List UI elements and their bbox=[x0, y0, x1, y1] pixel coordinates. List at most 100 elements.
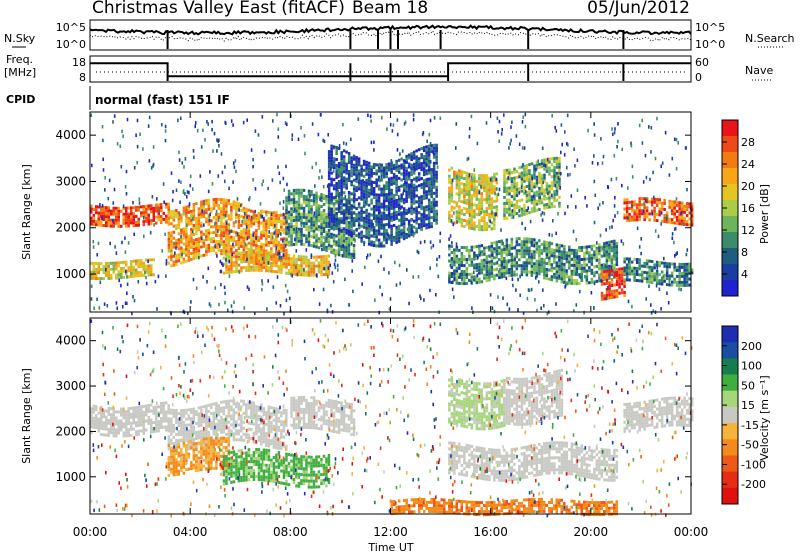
power-cell bbox=[435, 179, 438, 183]
power-cell bbox=[658, 201, 661, 205]
power-cell bbox=[240, 257, 243, 261]
power-cell bbox=[270, 241, 273, 245]
power-cell bbox=[177, 244, 181, 248]
power-cell bbox=[220, 228, 223, 232]
power-scatter-cell bbox=[286, 122, 288, 127]
power-cell bbox=[678, 210, 681, 214]
power-scatter-cell bbox=[652, 170, 654, 175]
power-cell bbox=[550, 184, 554, 188]
power-scatter-cell bbox=[429, 288, 431, 293]
power-cell bbox=[242, 233, 246, 237]
power-cell bbox=[528, 258, 531, 262]
power-cell bbox=[370, 192, 373, 196]
power-cell bbox=[370, 243, 373, 247]
power-scatter-cell bbox=[476, 256, 479, 260]
power-cell bbox=[470, 203, 474, 206]
power-cell bbox=[630, 218, 634, 222]
power-cell bbox=[590, 271, 594, 275]
power-cell bbox=[392, 199, 396, 203]
power-cell bbox=[455, 245, 459, 249]
power-scatter-cell bbox=[616, 145, 618, 149]
power-scatter-cell bbox=[436, 165, 439, 169]
power-cell bbox=[417, 175, 421, 179]
power-cell bbox=[533, 176, 536, 180]
power-cell bbox=[533, 268, 536, 272]
power-cell bbox=[490, 200, 494, 204]
power-cell bbox=[145, 270, 148, 274]
power-cell bbox=[130, 212, 133, 216]
power-cell bbox=[247, 259, 251, 263]
power-cell bbox=[543, 173, 546, 177]
power-cell bbox=[237, 220, 241, 223]
power-cell bbox=[380, 220, 383, 224]
power-cell bbox=[520, 210, 524, 214]
power-cell bbox=[305, 258, 308, 262]
power-cell bbox=[503, 190, 506, 193]
power-cell bbox=[648, 200, 651, 204]
power-cell bbox=[638, 264, 641, 268]
power-cell bbox=[345, 231, 348, 235]
power-cell bbox=[185, 235, 188, 239]
power-cell bbox=[360, 209, 363, 213]
power-scatter-cell bbox=[389, 297, 392, 301]
power-cell bbox=[643, 215, 646, 219]
power-cell bbox=[535, 181, 539, 185]
power-cell bbox=[277, 264, 281, 268]
power-cell bbox=[560, 256, 564, 260]
power-cell bbox=[385, 196, 388, 200]
power-cell bbox=[115, 264, 118, 268]
power-scatter-cell bbox=[533, 244, 535, 248]
power-cell bbox=[172, 260, 176, 264]
power-scatter-cell bbox=[136, 144, 139, 149]
power-cell bbox=[150, 210, 153, 214]
power-cell bbox=[420, 165, 423, 169]
power-cell bbox=[167, 240, 171, 244]
power-scatter-cell bbox=[417, 250, 420, 255]
power-cell bbox=[175, 224, 178, 227]
power-cell bbox=[420, 216, 423, 220]
power-cell bbox=[468, 190, 471, 194]
power-cell bbox=[655, 269, 659, 273]
power-cell bbox=[563, 277, 566, 281]
power-cell bbox=[535, 166, 539, 170]
power-cell bbox=[367, 182, 371, 186]
power-cell bbox=[535, 250, 539, 254]
power-cell bbox=[568, 263, 571, 267]
power-cell bbox=[385, 163, 388, 167]
power-cell bbox=[550, 248, 554, 252]
power-cell bbox=[563, 256, 566, 260]
power-cell bbox=[465, 270, 469, 273]
power-cell bbox=[618, 285, 621, 289]
power-cell bbox=[590, 280, 594, 284]
power-cell bbox=[370, 189, 373, 193]
power-scatter-cell bbox=[518, 191, 521, 195]
power-cell bbox=[660, 270, 664, 274]
power-scatter-cell bbox=[674, 226, 677, 231]
power-cell bbox=[555, 189, 559, 193]
power-cell bbox=[310, 205, 313, 209]
power-cell bbox=[420, 219, 423, 223]
power-cell bbox=[302, 221, 306, 225]
power-cell bbox=[483, 222, 486, 226]
power-cell bbox=[245, 251, 248, 254]
power-cell bbox=[355, 234, 358, 238]
power-cell bbox=[355, 189, 358, 193]
power-cell bbox=[210, 231, 213, 235]
power-cell bbox=[663, 202, 666, 205]
power-scatter-cell bbox=[274, 224, 276, 228]
power-cell bbox=[490, 250, 494, 254]
power-cell bbox=[185, 244, 188, 248]
power-cell bbox=[530, 243, 534, 247]
freq-tick-high: 18 bbox=[72, 56, 86, 69]
power-cell bbox=[480, 250, 484, 254]
power-cell bbox=[127, 215, 130, 219]
power-cell bbox=[673, 262, 676, 266]
power-cell bbox=[157, 218, 160, 222]
power-cell bbox=[515, 243, 519, 247]
power-cell bbox=[172, 224, 176, 228]
power-cell bbox=[377, 178, 381, 182]
power-cell bbox=[495, 243, 499, 247]
power-cell bbox=[315, 224, 318, 228]
power-cell bbox=[277, 229, 281, 232]
power-cell bbox=[490, 203, 494, 207]
